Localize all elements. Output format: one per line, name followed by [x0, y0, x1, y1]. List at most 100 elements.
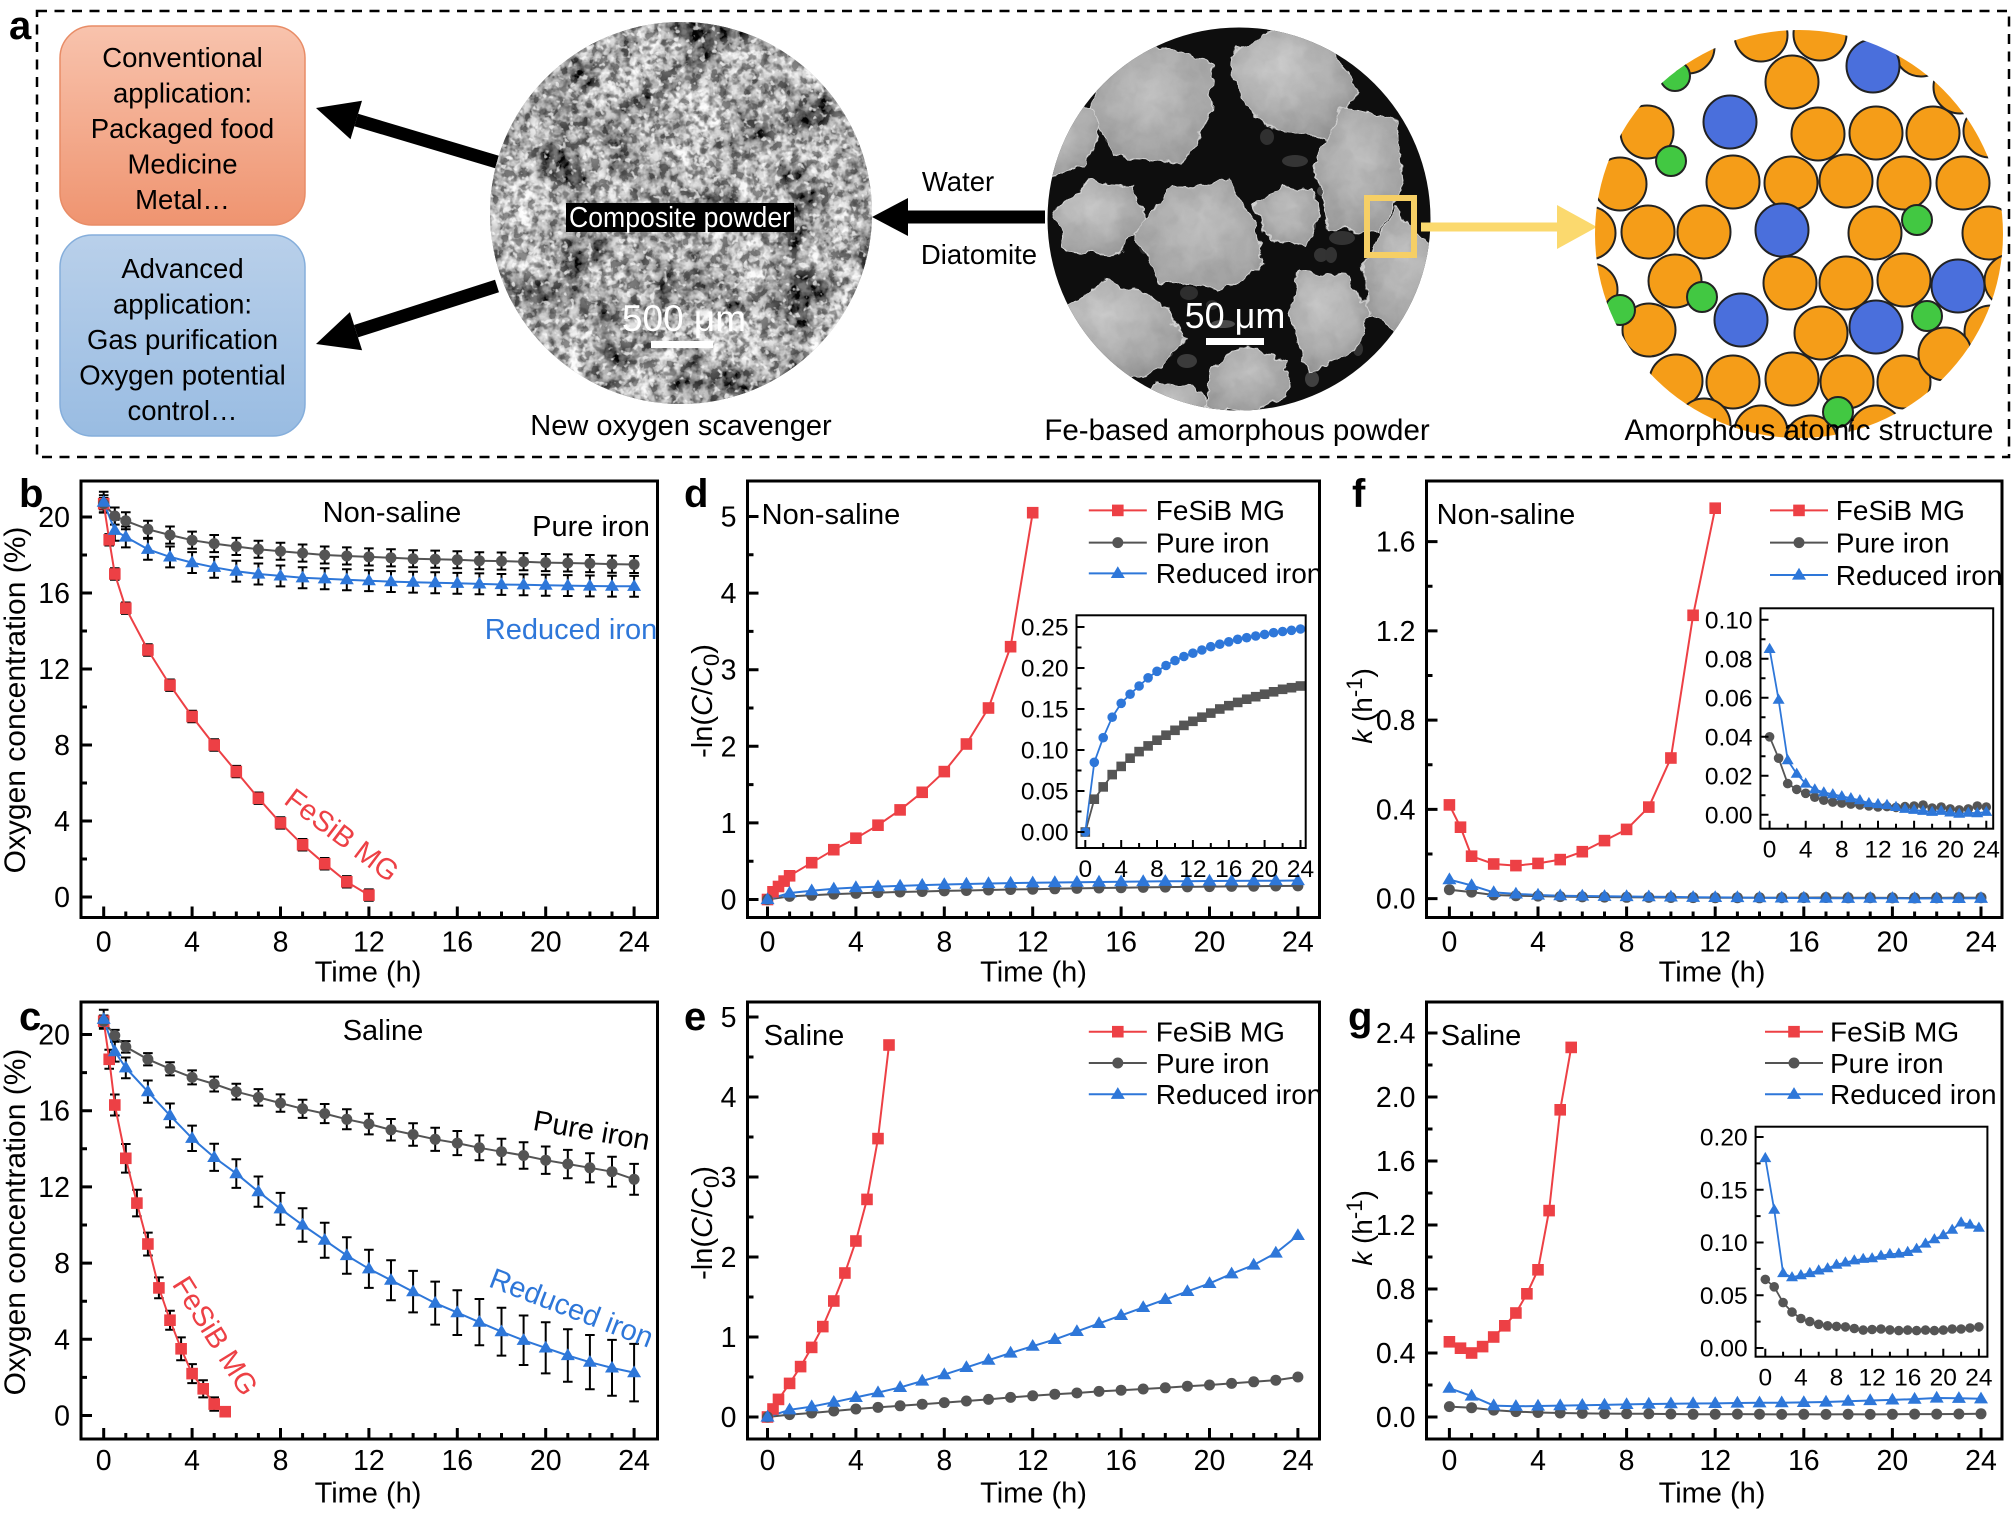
svg-text:20: 20: [38, 502, 70, 534]
svg-text:Oxygen potential: Oxygen potential: [79, 360, 285, 391]
svg-text:20: 20: [1251, 856, 1278, 883]
svg-text:20: 20: [1194, 1445, 1226, 1477]
svg-text:Fe-based amorphous powder: Fe-based amorphous powder: [1044, 414, 1430, 447]
svg-text:8: 8: [1619, 1445, 1635, 1477]
svg-text:0.05: 0.05: [1700, 1283, 1748, 1310]
svg-text:0: 0: [54, 882, 70, 914]
svg-text:0.4: 0.4: [1376, 794, 1416, 826]
svg-text:20: 20: [530, 927, 562, 959]
svg-text:0: 0: [721, 885, 737, 917]
svg-text:24: 24: [1973, 837, 2000, 864]
svg-text:Medicine: Medicine: [127, 149, 237, 180]
svg-text:FeSiB MG: FeSiB MG: [1156, 1017, 1285, 1048]
svg-text:16: 16: [1788, 927, 1820, 959]
svg-text:0: 0: [1078, 856, 1092, 883]
svg-text:e: e: [684, 995, 706, 1039]
svg-text:16: 16: [1105, 927, 1137, 959]
svg-text:control…: control…: [127, 395, 237, 426]
svg-text:8: 8: [1619, 927, 1635, 959]
svg-text:d: d: [684, 472, 708, 516]
svg-text:0: 0: [1441, 927, 1457, 959]
svg-text:24: 24: [1965, 1365, 1992, 1392]
svg-text:2.0: 2.0: [1376, 1082, 1416, 1114]
svg-text:50 μm: 50 μm: [1185, 295, 1286, 336]
svg-text:20: 20: [1877, 1445, 1909, 1477]
svg-text:16: 16: [38, 1096, 70, 1128]
svg-text:16: 16: [441, 927, 473, 959]
svg-text:12: 12: [1858, 1365, 1885, 1392]
svg-text:0: 0: [1441, 1445, 1457, 1477]
svg-text:12: 12: [38, 654, 70, 686]
svg-text:Saline: Saline: [764, 1020, 845, 1052]
svg-text:0.08: 0.08: [1705, 646, 1753, 673]
svg-text:Diatomite: Diatomite: [921, 239, 1037, 270]
svg-text:1.6: 1.6: [1376, 527, 1416, 559]
svg-text:0.06: 0.06: [1705, 685, 1753, 712]
svg-text:Composite powder: Composite powder: [569, 202, 791, 234]
svg-text:0.04: 0.04: [1705, 724, 1753, 751]
svg-text:4: 4: [848, 927, 864, 959]
svg-text:2: 2: [721, 1242, 737, 1274]
svg-text:Time (h): Time (h): [980, 956, 1087, 988]
svg-text:12: 12: [353, 927, 385, 959]
svg-text:Advanced: Advanced: [121, 253, 243, 284]
svg-text:0.10: 0.10: [1700, 1230, 1748, 1257]
svg-text:20: 20: [530, 1445, 562, 1477]
svg-text:0.0: 0.0: [1376, 1402, 1416, 1434]
svg-text:1.2: 1.2: [1376, 616, 1416, 648]
svg-text:1.2: 1.2: [1376, 1210, 1416, 1242]
svg-text:Water: Water: [922, 166, 994, 197]
svg-text:8: 8: [936, 1445, 952, 1477]
svg-text:24: 24: [1965, 927, 1997, 959]
svg-text:Reduced iron: Reduced iron: [1836, 560, 2003, 591]
svg-text:Amorphous atomic structure: Amorphous atomic structure: [1625, 414, 1994, 447]
svg-text:4: 4: [184, 1445, 200, 1477]
svg-text:8: 8: [936, 927, 952, 959]
svg-text:4: 4: [721, 1082, 737, 1114]
svg-text:Reduced iron: Reduced iron: [1830, 1079, 1997, 1110]
svg-text:0.20: 0.20: [1021, 656, 1069, 683]
svg-text:8: 8: [54, 730, 70, 762]
svg-text:12: 12: [1864, 837, 1891, 864]
svg-text:4: 4: [54, 806, 70, 838]
svg-text:16: 16: [1215, 856, 1242, 883]
svg-text:0.20: 0.20: [1700, 1125, 1748, 1152]
svg-text:16: 16: [38, 578, 70, 610]
svg-text:5: 5: [721, 1002, 737, 1034]
svg-text:New oxygen scavenger: New oxygen scavenger: [530, 410, 832, 442]
svg-text:12: 12: [1699, 1445, 1731, 1477]
svg-text:Pure iron: Pure iron: [532, 511, 650, 543]
svg-text:24: 24: [1965, 1445, 1997, 1477]
svg-text:24: 24: [618, 927, 650, 959]
svg-text:0.25: 0.25: [1021, 615, 1069, 642]
svg-text:8: 8: [273, 1445, 289, 1477]
svg-text:Non-saline: Non-saline: [762, 499, 901, 531]
svg-text:Saline: Saline: [343, 1015, 424, 1047]
svg-text:f: f: [1352, 472, 1366, 516]
svg-text:FeSiB MG: FeSiB MG: [1830, 1017, 1959, 1048]
svg-text:Time (h): Time (h): [315, 1478, 422, 1510]
svg-text:a: a: [9, 4, 32, 48]
svg-text:8: 8: [273, 927, 289, 959]
svg-text:Saline: Saline: [1441, 1020, 1522, 1052]
svg-text:Pure iron: Pure iron: [1156, 527, 1270, 558]
svg-text:1.6: 1.6: [1376, 1146, 1416, 1178]
svg-text:Time (h): Time (h): [1659, 1478, 1766, 1510]
svg-text:4: 4: [848, 1445, 864, 1477]
svg-text:8: 8: [54, 1248, 70, 1280]
svg-text:12: 12: [353, 1445, 385, 1477]
svg-text:12: 12: [38, 1172, 70, 1204]
svg-text:1: 1: [721, 808, 737, 840]
svg-text:20: 20: [1194, 927, 1226, 959]
svg-text:Reduced iron: Reduced iron: [485, 614, 658, 646]
svg-text:8: 8: [1830, 1365, 1844, 1392]
svg-text:0.4: 0.4: [1376, 1338, 1416, 1370]
svg-text:20: 20: [1937, 837, 1964, 864]
svg-text:20: 20: [1877, 927, 1909, 959]
svg-text:0: 0: [721, 1402, 737, 1434]
svg-text:24: 24: [1282, 1445, 1314, 1477]
svg-text:2: 2: [721, 731, 737, 763]
svg-text:16: 16: [441, 1445, 473, 1477]
svg-text:12: 12: [1179, 856, 1206, 883]
svg-text:24: 24: [618, 1445, 650, 1477]
